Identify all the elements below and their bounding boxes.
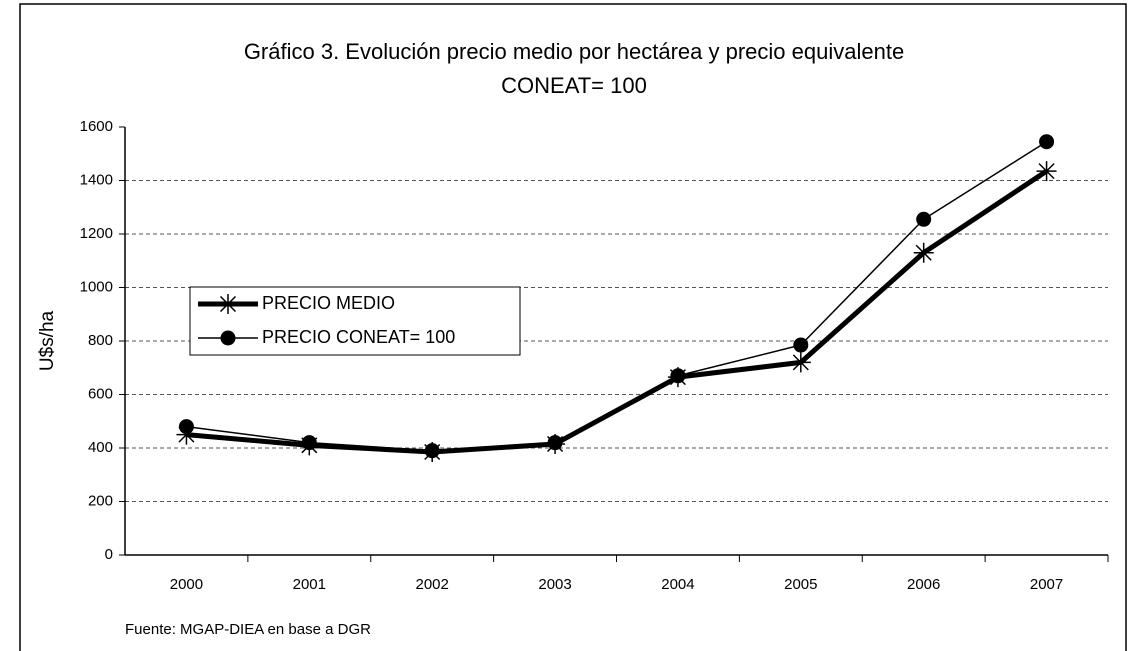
x-tick-label: 2006 [907,576,940,593]
chart-title: CONEAT= 100 [501,73,647,98]
point [670,368,686,384]
point [178,419,194,435]
series-line [186,169,1048,455]
x-tick-label: 2002 [416,576,449,593]
x-tick-label: 2004 [661,576,694,593]
source-note: Fuente: MGAP-DIEA en base a DGR [125,621,371,638]
point [176,424,197,445]
point [916,211,932,227]
y-tick-label: 1200 [80,225,113,242]
y-axis-label: U$s/ha [37,310,58,371]
point [547,435,563,451]
series-line [186,141,1047,452]
y-tick-label: 1000 [80,278,113,295]
point [790,352,811,373]
point [301,435,317,451]
legend-box [189,286,521,356]
y-tick-label: 800 [88,332,113,349]
y-tick-label: 0 [105,546,113,563]
frame [19,3,1127,651]
chart-title: Gráfico 3. Evolución precio medio por he… [244,39,904,64]
y-tick-label: 600 [88,385,113,402]
y-tick-label: 200 [88,492,113,509]
point [424,443,440,459]
x-tick-label: 2003 [538,576,571,593]
legend-label: PRECIO MEDIO [262,293,395,313]
point [793,337,809,353]
point [1039,134,1055,150]
x-tick-label: 2001 [293,576,326,593]
y-tick-label: 400 [88,439,113,456]
y-tick-label: 1400 [80,171,113,188]
x-tick-label: 2007 [1030,576,1063,593]
point [913,242,934,263]
x-tick-label: 2000 [170,576,203,593]
x-tick-label: 2005 [784,576,817,593]
point [220,330,236,346]
point [218,294,238,314]
point [1036,161,1057,182]
y-tick-label: 1600 [80,118,113,135]
legend-label: PRECIO CONEAT= 100 [262,327,455,347]
